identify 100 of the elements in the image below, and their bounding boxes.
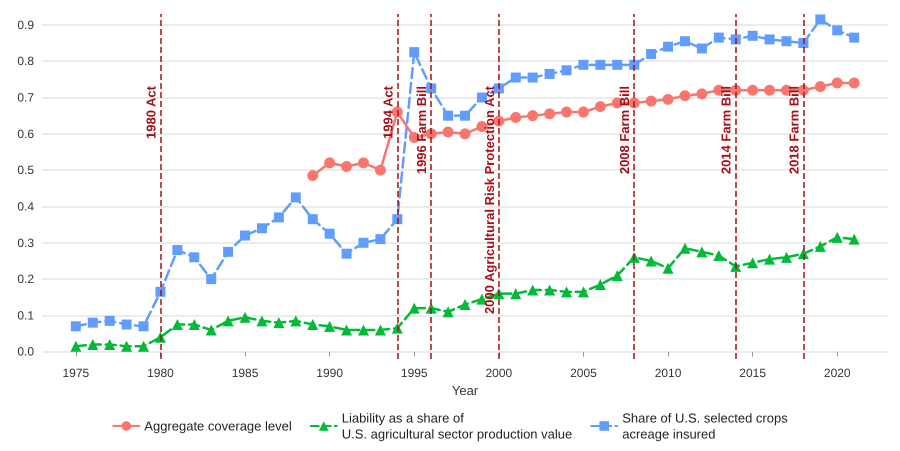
point <box>714 32 724 43</box>
point <box>544 68 555 79</box>
point <box>274 212 284 222</box>
point <box>646 96 657 107</box>
point <box>561 286 572 298</box>
point <box>374 324 386 336</box>
point <box>324 228 335 239</box>
point <box>460 110 470 121</box>
point <box>358 238 368 248</box>
point <box>561 106 572 118</box>
point <box>646 48 656 59</box>
point <box>832 25 842 36</box>
point <box>764 34 775 44</box>
x-tick-label: 2015 <box>739 366 766 380</box>
y-tick-label: 0.4 <box>17 199 34 214</box>
point <box>814 240 826 252</box>
point <box>307 170 318 182</box>
point <box>594 101 606 112</box>
point <box>662 94 674 105</box>
point <box>713 250 724 261</box>
x-tick-label: 1980 <box>147 366 174 380</box>
point <box>747 257 758 268</box>
legend-label: Share of U.S. selected crops acreage insured <box>622 410 788 442</box>
point <box>358 324 369 336</box>
point <box>374 164 386 176</box>
y-tick-label: 0.5 <box>17 163 34 178</box>
point <box>663 42 674 52</box>
y-tick-label: 0.8 <box>17 54 34 68</box>
point <box>443 110 454 121</box>
point <box>612 270 623 281</box>
point <box>324 320 336 332</box>
point <box>442 126 454 138</box>
point <box>527 284 538 296</box>
ref-line-label: 1996 Farm Bill <box>414 86 430 174</box>
point <box>696 88 708 100</box>
point <box>172 319 183 330</box>
point <box>696 44 707 54</box>
point <box>662 262 674 274</box>
point <box>781 36 792 46</box>
ref-line-label: 2018 Farm Bill <box>786 86 802 174</box>
point <box>848 78 860 88</box>
point <box>832 78 843 88</box>
point <box>696 246 708 258</box>
y-tick-label: 0.1 <box>17 308 34 322</box>
point <box>578 60 588 70</box>
y-tick-label: 0.2 <box>17 272 34 286</box>
point <box>358 157 369 168</box>
point <box>679 242 690 254</box>
point <box>155 286 166 297</box>
point <box>544 108 556 120</box>
point <box>342 248 352 259</box>
point <box>70 340 82 352</box>
point <box>578 286 589 298</box>
point <box>206 274 216 284</box>
x-tick-label: 1975 <box>62 366 90 380</box>
y-tick-label: 0.7 <box>17 90 34 105</box>
ref-line-label: 2008 Farm Bill <box>617 86 632 174</box>
point <box>595 60 606 70</box>
point <box>138 321 149 332</box>
point <box>646 255 657 266</box>
point <box>341 161 352 172</box>
point <box>70 321 81 332</box>
x-axis-title: Year <box>452 382 479 398</box>
point <box>341 324 352 336</box>
point <box>240 230 250 241</box>
point <box>510 112 522 123</box>
point <box>764 84 776 96</box>
y-tick-label: 0.3 <box>17 236 34 250</box>
point <box>510 288 522 300</box>
x-tick-label: 1995 <box>400 366 428 380</box>
point <box>189 252 200 262</box>
point <box>748 30 758 41</box>
y-tick-label: 0.6 <box>17 126 34 141</box>
x-tick-label: 1985 <box>232 366 259 380</box>
point <box>206 324 217 336</box>
point <box>612 60 622 70</box>
legend-label: Aggregate coverage level <box>144 418 292 434</box>
point <box>273 317 284 328</box>
point <box>409 47 420 58</box>
point <box>562 65 572 76</box>
point <box>764 254 776 265</box>
point <box>460 128 470 140</box>
point <box>679 90 690 102</box>
ref-line-label: 1994 Act <box>380 85 396 139</box>
point <box>510 72 521 83</box>
point <box>832 232 843 243</box>
point <box>290 192 301 202</box>
point <box>408 302 420 314</box>
point <box>87 338 98 350</box>
point <box>290 315 302 326</box>
point <box>780 252 792 263</box>
point <box>104 338 116 350</box>
point <box>104 316 115 326</box>
legend-label: Liability as a share of U.S. agricultural sector production value <box>342 410 572 442</box>
ref-line-label: 2000 Agricultural Risk Protection Act <box>482 85 497 314</box>
point <box>256 315 268 326</box>
x-tick-label: 2020 <box>824 366 851 380</box>
point <box>88 318 98 328</box>
point <box>730 34 741 44</box>
point <box>578 106 589 118</box>
